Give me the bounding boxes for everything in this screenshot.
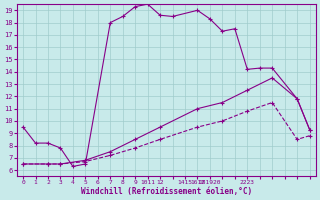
X-axis label: Windchill (Refroidissement éolien,°C): Windchill (Refroidissement éolien,°C): [81, 187, 252, 196]
